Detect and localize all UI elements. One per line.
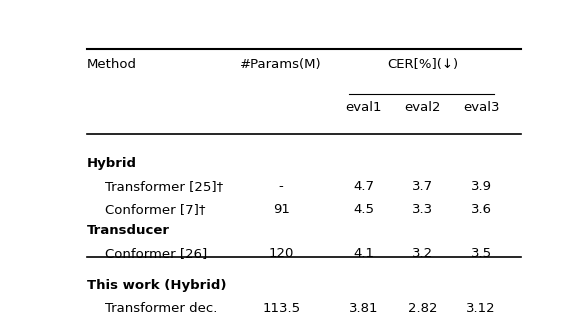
Text: 113.5: 113.5 xyxy=(262,302,300,315)
Text: Transformer [25]†: Transformer [25]† xyxy=(105,180,223,193)
Text: 4.7: 4.7 xyxy=(353,180,374,193)
Text: 4.1: 4.1 xyxy=(353,247,374,260)
Text: Conformer [7]†: Conformer [7]† xyxy=(105,203,205,216)
Text: Transducer: Transducer xyxy=(86,224,169,237)
Text: This work (Hybrid): This work (Hybrid) xyxy=(86,279,226,292)
Text: Hybrid: Hybrid xyxy=(86,157,137,170)
Text: Conformer [26]: Conformer [26] xyxy=(105,247,207,260)
Text: 3.3: 3.3 xyxy=(412,203,433,216)
Text: 91: 91 xyxy=(273,203,290,216)
Text: 3.9: 3.9 xyxy=(471,180,492,193)
Text: 4.5: 4.5 xyxy=(353,203,374,216)
Text: 120: 120 xyxy=(269,247,294,260)
Text: eval2: eval2 xyxy=(404,100,441,114)
Text: CER[%](↓): CER[%](↓) xyxy=(387,59,458,71)
Text: Transformer dec.: Transformer dec. xyxy=(105,302,217,315)
Text: 3.81: 3.81 xyxy=(349,302,378,315)
Text: #Params(M): #Params(M) xyxy=(241,59,322,71)
Text: 2.82: 2.82 xyxy=(408,302,437,315)
Text: eval3: eval3 xyxy=(463,100,499,114)
Text: 3.2: 3.2 xyxy=(412,247,433,260)
Text: 3.12: 3.12 xyxy=(467,302,496,315)
Text: eval1: eval1 xyxy=(345,100,382,114)
Text: Method: Method xyxy=(86,59,137,71)
Text: -: - xyxy=(279,180,284,193)
Text: 3.7: 3.7 xyxy=(412,180,433,193)
Text: 3.6: 3.6 xyxy=(471,203,492,216)
Text: 3.5: 3.5 xyxy=(471,247,492,260)
